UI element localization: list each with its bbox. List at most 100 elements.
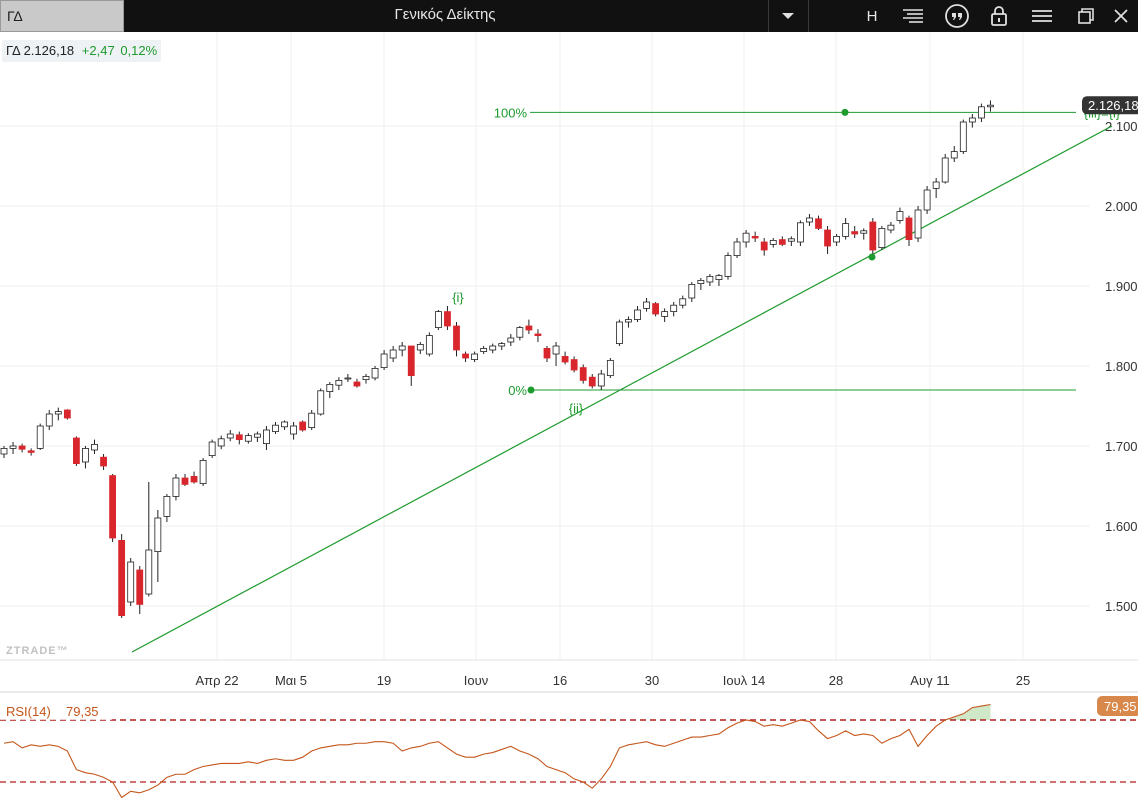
- candle-body[interactable]: [806, 217, 813, 223]
- candle-body[interactable]: [299, 421, 307, 431]
- candle-body[interactable]: [588, 376, 596, 387]
- candle-body[interactable]: [561, 355, 569, 363]
- candle-body[interactable]: [525, 325, 533, 331]
- candle-body[interactable]: [471, 353, 479, 360]
- window-icon[interactable]: [1072, 0, 1100, 32]
- candle-body[interactable]: [444, 311, 451, 327]
- candle-body[interactable]: [263, 429, 270, 445]
- candle-body[interactable]: [987, 104, 994, 108]
- candle-body[interactable]: [9, 445, 17, 449]
- candle-body[interactable]: [163, 495, 171, 517]
- candle-body[interactable]: [932, 181, 940, 189]
- candle-body[interactable]: [507, 337, 515, 343]
- candle-body[interactable]: [724, 255, 732, 277]
- candle-body[interactable]: [860, 230, 868, 234]
- lock-icon[interactable]: [986, 0, 1012, 32]
- menu-icon[interactable]: [1028, 0, 1056, 32]
- candle-body[interactable]: [733, 241, 741, 257]
- candle-body[interactable]: [878, 227, 886, 248]
- interval-button[interactable]: H: [866, 7, 878, 25]
- rsi-line[interactable]: [3, 703, 991, 798]
- candle-body[interactable]: [308, 412, 316, 429]
- candle-body[interactable]: [425, 335, 433, 355]
- candle-body[interactable]: [127, 561, 135, 603]
- candle-body[interactable]: [552, 345, 560, 355]
- price-chart[interactable]: 1.500 1.600 1.700 1.800 1.900 2.000 2.100 Απρ 2…: [0, 32, 1138, 798]
- candle-body[interactable]: [896, 211, 904, 221]
- candle-body[interactable]: [172, 477, 180, 497]
- candle-body[interactable]: [597, 373, 605, 387]
- candle-body[interactable]: [398, 345, 406, 351]
- candle-body[interactable]: [833, 235, 840, 243]
- candle-body[interactable]: [616, 321, 623, 345]
- candle-body[interactable]: [480, 347, 488, 352]
- candle-body[interactable]: [905, 217, 913, 241]
- candle-body[interactable]: [742, 232, 750, 243]
- candle-body[interactable]: [335, 379, 343, 386]
- candle-body[interactable]: [118, 539, 126, 616]
- candle-body[interactable]: [416, 343, 424, 351]
- candle-body[interactable]: [824, 229, 831, 247]
- candle-body[interactable]: [751, 235, 759, 239]
- candle-body[interactable]: [253, 433, 261, 438]
- candle-body[interactable]: [634, 309, 641, 321]
- candle-body[interactable]: [570, 359, 578, 371]
- candle-body[interactable]: [579, 367, 587, 381]
- candle-body[interactable]: [914, 209, 922, 239]
- candle-body[interactable]: [0, 447, 8, 455]
- candle-body[interactable]: [453, 325, 460, 351]
- candle-body[interactable]: [27, 450, 35, 453]
- candle-body[interactable]: [344, 377, 352, 380]
- candle-body[interactable]: [380, 353, 388, 369]
- candle-body[interactable]: [697, 279, 705, 284]
- candle-body[interactable]: [706, 275, 714, 283]
- candle-body[interactable]: [688, 283, 696, 299]
- candle-body[interactable]: [815, 218, 822, 229]
- candle-body[interactable]: [82, 447, 89, 463]
- fib-anchor-point[interactable]: [841, 108, 849, 116]
- candle-body[interactable]: [317, 390, 325, 415]
- candle-body[interactable]: [959, 121, 967, 153]
- trend-line[interactable]: [131, 125, 1113, 653]
- candle-body[interactable]: [154, 517, 162, 552]
- candle-body[interactable]: [326, 383, 334, 392]
- candle-body[interactable]: [54, 411, 62, 415]
- close-icon[interactable]: [1108, 0, 1134, 32]
- candle-body[interactable]: [715, 275, 723, 281]
- candle-body[interactable]: [941, 157, 949, 183]
- candle-body[interactable]: [272, 424, 279, 433]
- candle-body[interactable]: [217, 438, 225, 447]
- candle-body[interactable]: [145, 549, 153, 595]
- candle-body[interactable]: [100, 456, 107, 467]
- candle-body[interactable]: [281, 421, 288, 428]
- candle-body[interactable]: [670, 304, 678, 313]
- candle-body[interactable]: [498, 343, 506, 347]
- candle-body[interactable]: [968, 117, 976, 123]
- candle-body[interactable]: [516, 327, 524, 338]
- candle-body[interactable]: [643, 301, 650, 309]
- candle-body[interactable]: [679, 298, 687, 306]
- candle-body[interactable]: [923, 189, 931, 211]
- candle-body[interactable]: [606, 359, 614, 376]
- candle-body[interactable]: [760, 241, 768, 251]
- candle-body[interactable]: [769, 239, 777, 245]
- candle-body[interactable]: [36, 425, 44, 449]
- candle-body[interactable]: [63, 409, 71, 419]
- candle-body[interactable]: [842, 223, 850, 237]
- candle-body[interactable]: [199, 459, 207, 484]
- candle-body[interactable]: [887, 224, 895, 231]
- candle-body[interactable]: [371, 367, 379, 379]
- candle-body[interactable]: [543, 347, 551, 359]
- candle-body[interactable]: [91, 443, 98, 451]
- candle-body[interactable]: [869, 221, 877, 251]
- candle-body[interactable]: [534, 333, 542, 337]
- candle-body[interactable]: [797, 222, 804, 243]
- fib-anchor-point[interactable]: [527, 386, 535, 394]
- candle-body[interactable]: [434, 311, 442, 329]
- candle-body[interactable]: [652, 303, 659, 315]
- candle-body[interactable]: [978, 106, 985, 119]
- candle-body[interactable]: [407, 345, 415, 377]
- candle-body[interactable]: [244, 435, 252, 442]
- candle-body[interactable]: [851, 231, 859, 235]
- candle-body[interactable]: [208, 441, 216, 457]
